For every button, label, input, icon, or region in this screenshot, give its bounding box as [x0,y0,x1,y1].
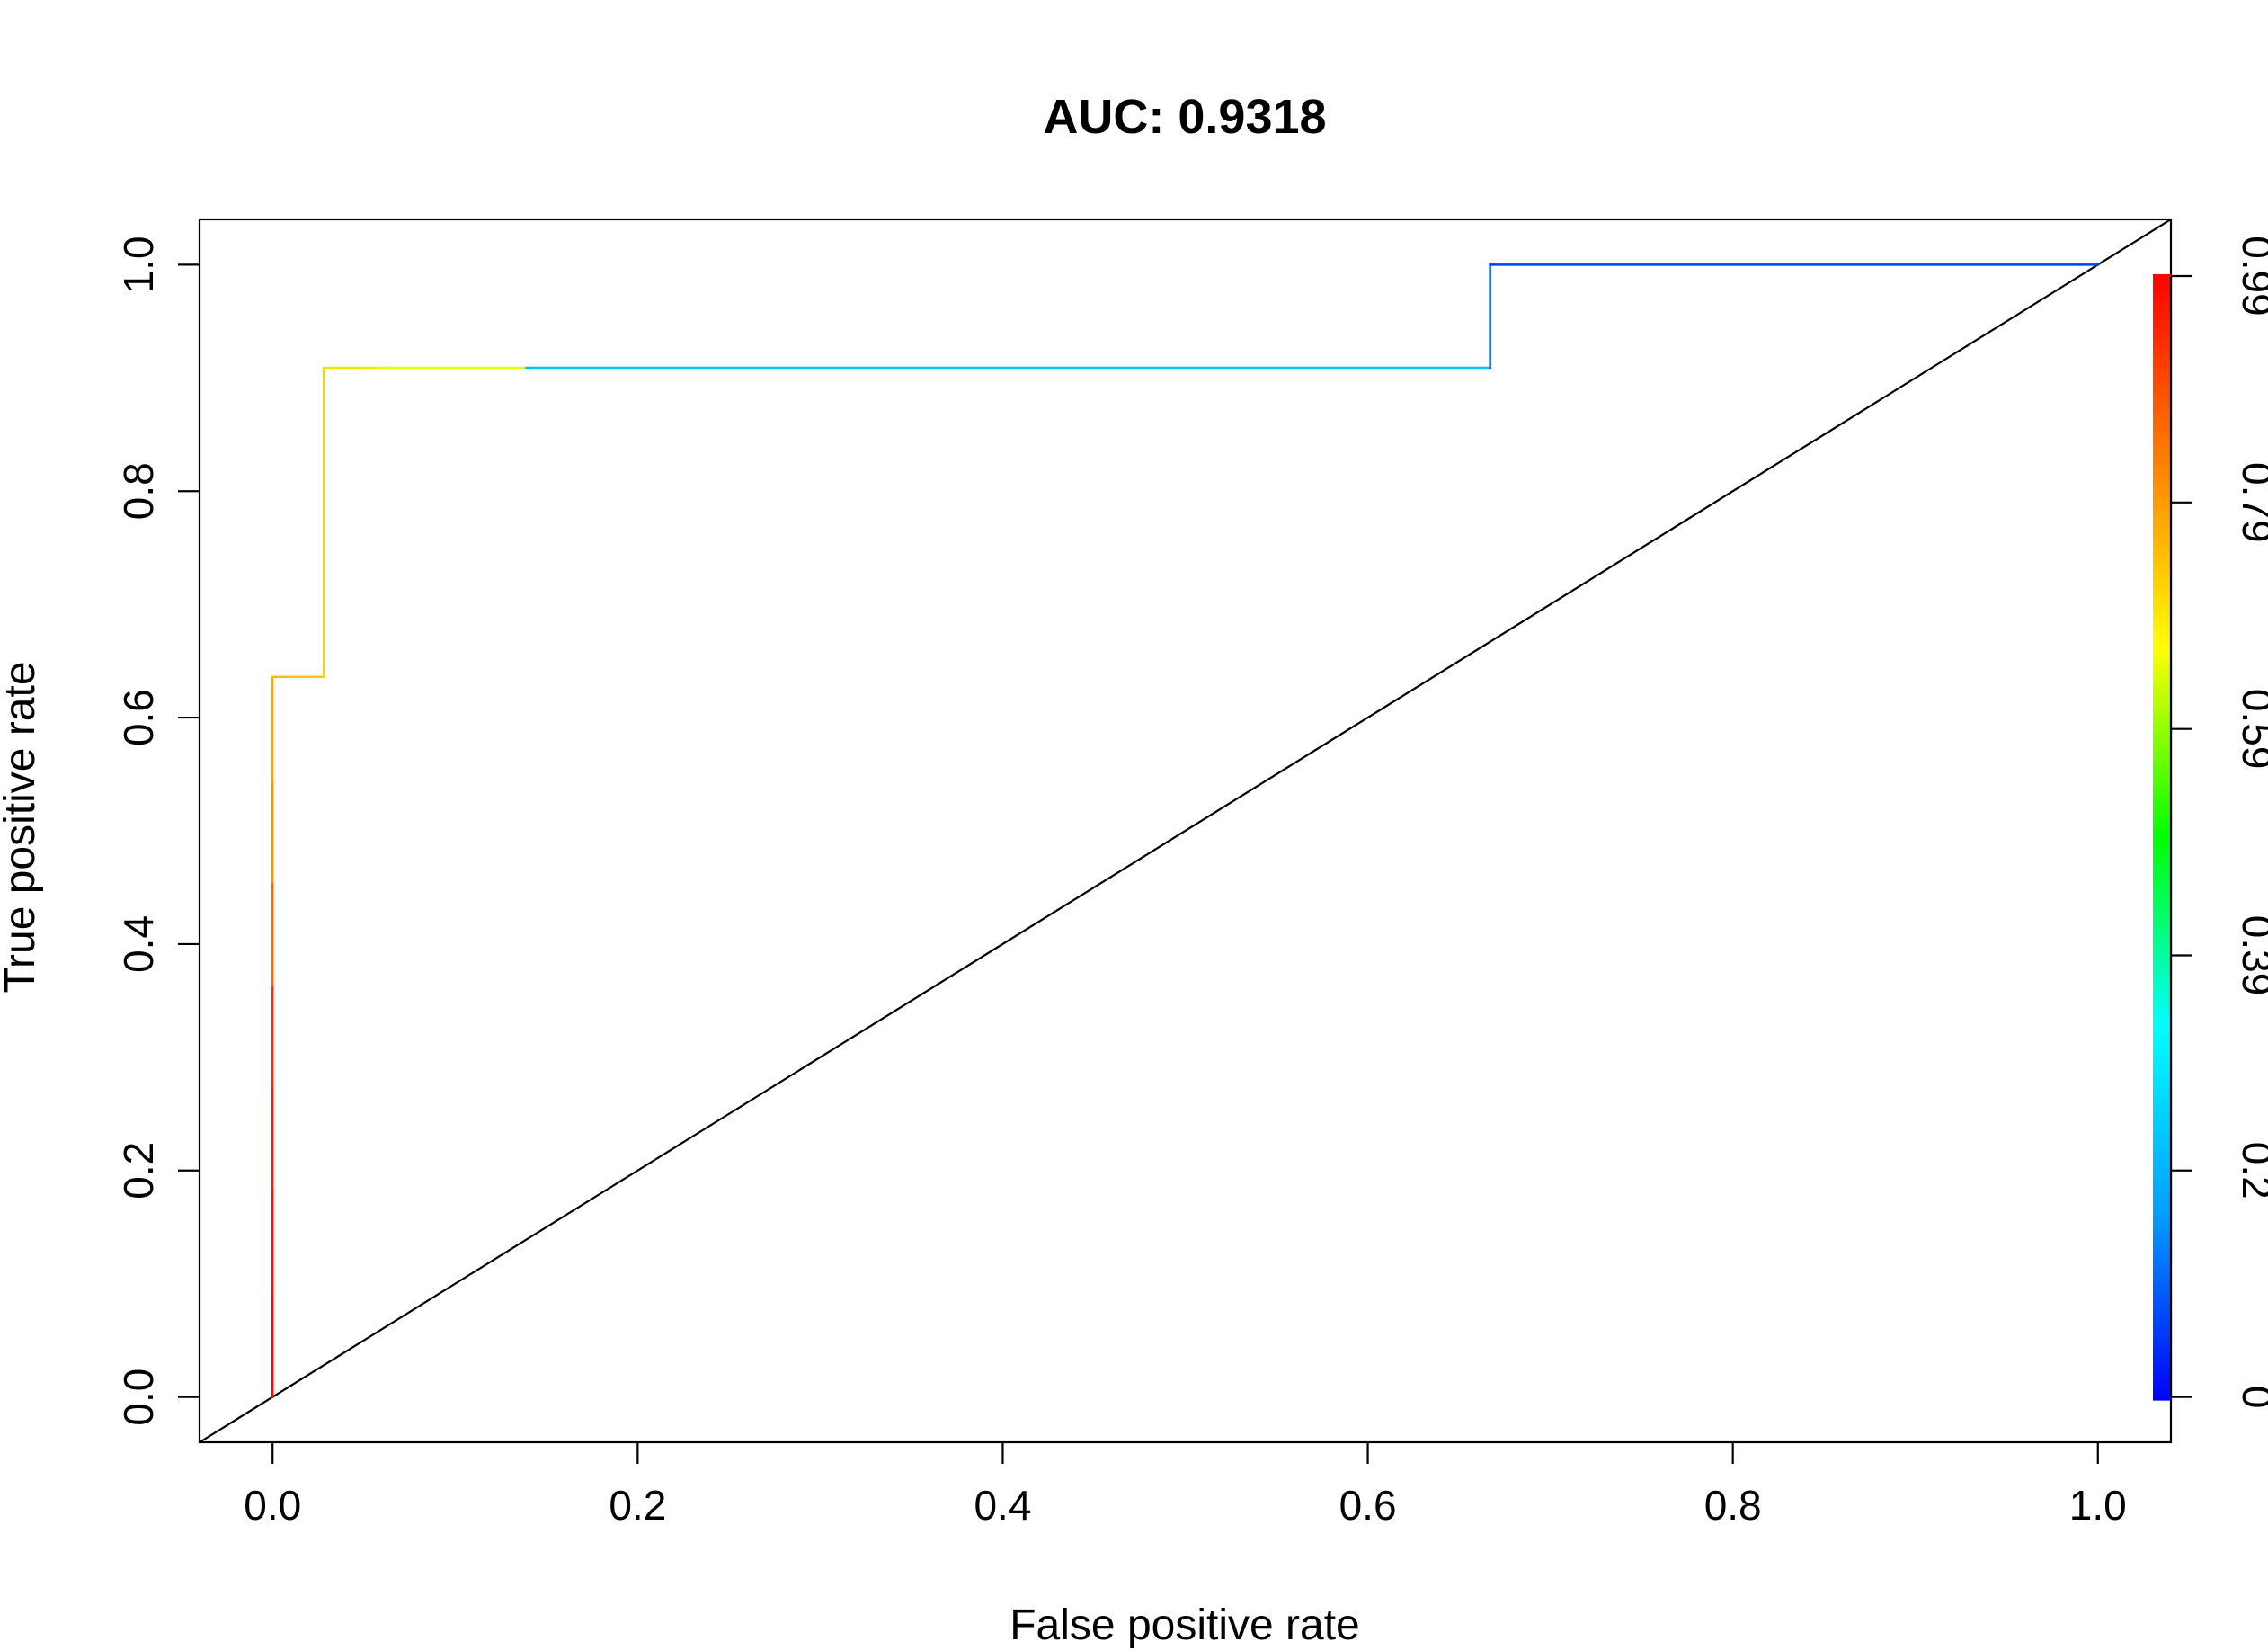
colorbar-tick-label: 0.99 [2234,236,2268,317]
colorbar-tick-label: 0.39 [2234,915,2268,996]
y-tick-label: 0.6 [115,689,162,746]
y-tick-label: 0.4 [115,915,162,973]
x-tick-label: 0.8 [1704,1482,1762,1529]
y-tick-label: 0.0 [115,1369,162,1426]
x-tick-label: 0.0 [244,1482,301,1529]
x-axis-label: False positive rate [1009,1601,1360,1649]
chart-title: AUC: 0.9318 [1043,90,1326,144]
x-tick-label: 0.4 [974,1482,1031,1529]
colorbar-bar [2153,273,2171,1401]
colorbar-tick-label: 0 [2234,1386,2268,1409]
x-tick-label: 0.6 [1339,1482,1397,1529]
x-tick-label: 1.0 [2069,1482,2127,1529]
diagonal-reference-line [199,219,2172,1443]
y-tick-label: 0.2 [115,1142,162,1200]
colorbar-tick-label: 0.59 [2234,689,2268,770]
x-tick-label: 0.2 [609,1482,666,1529]
colorbar-tick-label: 0.2 [2234,1142,2268,1200]
y-tick-label: 0.8 [115,462,162,520]
colorbar-tick-label: 0.79 [2234,462,2268,543]
y-tick-label: 1.0 [115,236,162,293]
y-axis-label: True positive rate [0,661,44,993]
